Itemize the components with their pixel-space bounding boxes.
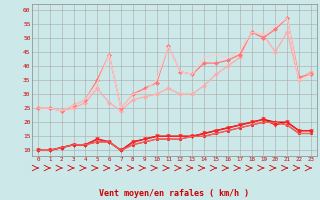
Text: Vent moyen/en rafales ( km/h ): Vent moyen/en rafales ( km/h ): [100, 189, 249, 198]
